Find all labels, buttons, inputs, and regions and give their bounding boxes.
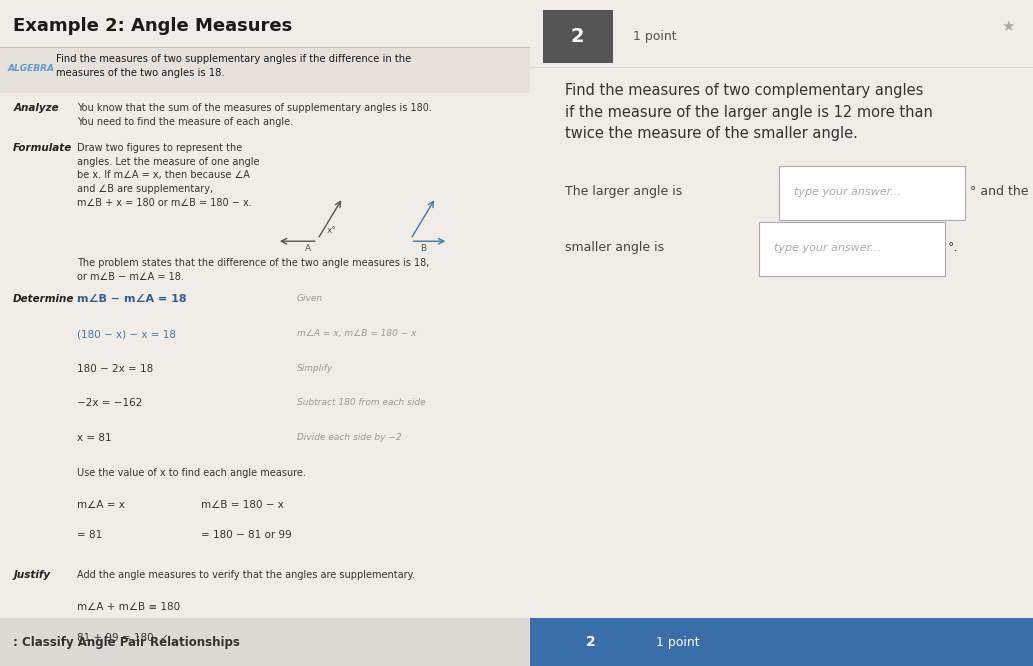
Text: m∠A = x, m∠B = 180 − x: m∠A = x, m∠B = 180 − x [296,329,416,338]
Text: m∠A + m∠B ≡ 180: m∠A + m∠B ≡ 180 [76,602,180,612]
Text: 1 point: 1 point [656,635,699,649]
Text: x = 81: x = 81 [76,433,112,443]
Text: Determine: Determine [13,294,74,304]
FancyBboxPatch shape [0,618,530,666]
Text: ALGEBRA: ALGEBRA [8,64,55,73]
Text: 2: 2 [571,27,585,46]
Text: −2x = −162: −2x = −162 [76,398,143,408]
Text: Divide each side by −2: Divide each side by −2 [296,433,402,442]
Text: The larger angle is: The larger angle is [565,185,683,198]
Text: type your answer...: type your answer... [794,186,901,197]
Text: B: B [420,244,427,253]
Text: Formulate: Formulate [13,143,72,153]
Text: = 81: = 81 [76,530,102,540]
Text: A: A [305,244,311,253]
Text: You know that the sum of the measures of supplementary angles is 180.
You need t: You know that the sum of the measures of… [76,103,432,127]
FancyBboxPatch shape [542,10,613,63]
Text: ° and the: ° and the [970,185,1029,198]
Text: type your answer...: type your answer... [774,242,881,253]
Text: x°: x° [327,226,337,235]
Text: Justify: Justify [13,570,51,580]
Text: (180 − x) − x = 18: (180 − x) − x = 18 [76,329,176,339]
Text: 81 + 99 = 180  ✓: 81 + 99 = 180 ✓ [76,633,168,643]
Text: Simplify: Simplify [296,364,333,373]
Text: = 180 − 81 or 99: = 180 − 81 or 99 [201,530,292,540]
Text: smaller angle is: smaller angle is [565,241,664,254]
Text: : Classify Angle Pair Relationships: : Classify Angle Pair Relationships [13,635,240,649]
Text: Find the measures of two complementary angles
if the measure of the larger angle: Find the measures of two complementary a… [565,83,933,141]
Text: m∠A = x: m∠A = x [76,500,125,509]
Text: 2: 2 [586,635,595,649]
Text: Analyze: Analyze [13,103,59,113]
Text: Given: Given [296,294,323,304]
FancyBboxPatch shape [759,222,945,276]
Text: 180 − 2x = 18: 180 − 2x = 18 [76,364,153,374]
Text: Add the angle measures to verify that the angles are supplementary.: Add the angle measures to verify that th… [76,570,415,580]
FancyBboxPatch shape [779,166,965,220]
Text: Example 2: Angle Measures: Example 2: Angle Measures [13,17,292,35]
Text: Draw two figures to represent the
angles. Let the measure of one angle
be x. If : Draw two figures to represent the angles… [76,143,259,208]
Text: 1 point: 1 point [633,30,677,43]
Text: m∠B = 180 − x: m∠B = 180 − x [201,500,284,509]
Text: ★: ★ [1001,19,1014,34]
Text: The problem states that the difference of the two angle measures is 18,
or m∠B −: The problem states that the difference o… [76,258,430,282]
FancyBboxPatch shape [0,48,530,93]
FancyBboxPatch shape [530,618,1033,666]
Text: °.: °. [947,241,958,254]
Text: m∠B − m∠A = 18: m∠B − m∠A = 18 [76,294,187,304]
Text: Use the value of x to find each angle measure.: Use the value of x to find each angle me… [76,468,306,478]
Text: Subtract 180 from each side: Subtract 180 from each side [296,398,426,408]
Text: Find the measures of two supplementary angles if the difference in the
measures : Find the measures of two supplementary a… [56,55,411,78]
